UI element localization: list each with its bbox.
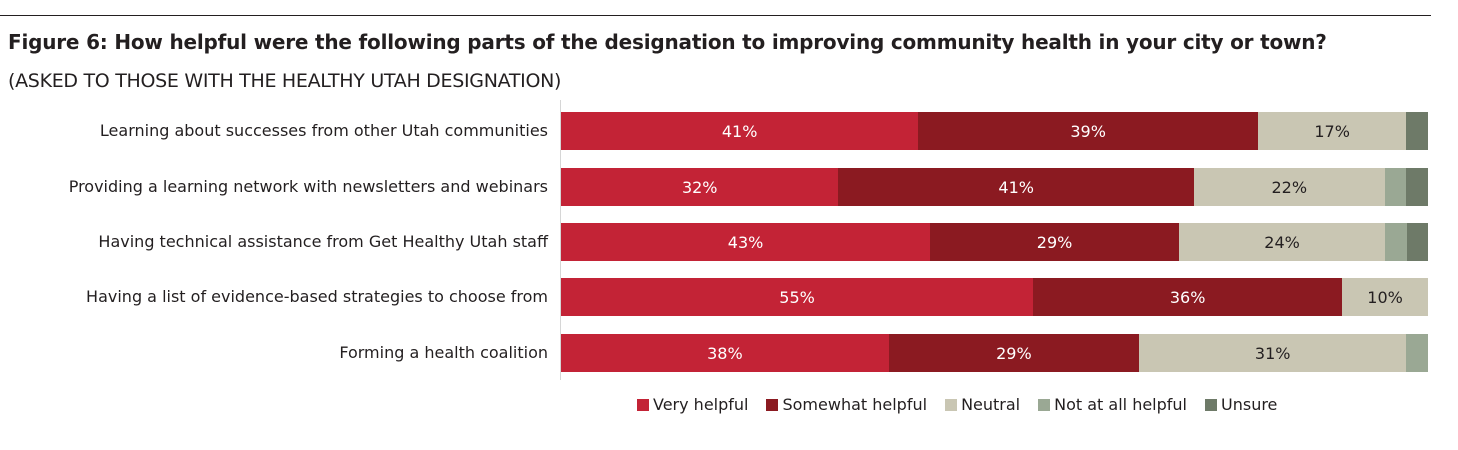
top-rule — [0, 15, 1431, 16]
bar-segment-very_helpful: 43% — [561, 223, 930, 261]
data-label: 38% — [707, 344, 743, 363]
bar-row: 32% 41% 22% — [561, 168, 1428, 206]
legend-item-not_at_all_helpful: Not at all helpful — [1038, 395, 1187, 414]
bar-segment-unsure — [1406, 112, 1428, 150]
bar-segment-neutral: 31% — [1139, 334, 1406, 372]
bar-segment-somewhat_helpful: 36% — [1033, 278, 1342, 316]
data-label: 31% — [1255, 344, 1291, 363]
category-label: Providing a learning network with newsle… — [69, 177, 548, 197]
bar-segment-unsure — [1407, 223, 1428, 261]
data-label: 17% — [1314, 122, 1350, 141]
bar-segment-unsure — [1406, 168, 1428, 206]
data-label: 22% — [1271, 178, 1307, 197]
data-label: 24% — [1264, 233, 1300, 252]
data-label: 29% — [1037, 233, 1073, 252]
data-label: 41% — [722, 122, 758, 141]
legend-swatch — [1038, 399, 1050, 411]
bar-row: 38% 29% 31% — [561, 334, 1428, 372]
legend-label: Unsure — [1221, 395, 1277, 414]
category-label: Learning about successes from other Utah… — [100, 121, 548, 141]
bar-segment-very_helpful: 32% — [561, 168, 838, 206]
bar-row: 55% 36% 10% — [561, 278, 1428, 316]
data-label: 29% — [996, 344, 1032, 363]
bar-segment-somewhat_helpful: 29% — [889, 334, 1139, 372]
bar-segment-somewhat_helpful: 41% — [838, 168, 1193, 206]
bar-row: 43% 29% 24% — [561, 223, 1428, 261]
data-label: 36% — [1170, 288, 1206, 307]
chart-legend: Very helpful Somewhat helpful Neutral Not a… — [637, 395, 1277, 414]
bar-segment-neutral: 22% — [1194, 168, 1385, 206]
category-label: Forming a health coalition — [339, 343, 548, 363]
category-label: Having a list of evidence-based strategi… — [86, 287, 548, 307]
legend-swatch — [766, 399, 778, 411]
legend-label: Very helpful — [653, 395, 748, 414]
legend-label: Somewhat helpful — [782, 395, 927, 414]
bar-segment-very_helpful: 38% — [561, 334, 889, 372]
bar-segment-neutral: 10% — [1342, 278, 1428, 316]
bar-row: 41% 39% 17% — [561, 112, 1428, 150]
category-label: Having technical assistance from Get Hea… — [98, 232, 548, 252]
bar-segment-very_helpful: 55% — [561, 278, 1033, 316]
chart-title: Figure 6: How helpful were the following… — [8, 30, 1327, 54]
bar-segment-not_at_all_helpful — [1406, 334, 1428, 372]
data-label: 39% — [1070, 122, 1106, 141]
legend-label: Neutral — [961, 395, 1020, 414]
legend-swatch — [637, 399, 649, 411]
chart-subtitle: (ASKED TO THOSE WITH THE HEALTHY UTAH DE… — [8, 70, 561, 92]
legend-swatch — [945, 399, 957, 411]
bar-segment-neutral: 24% — [1179, 223, 1385, 261]
bar-segment-not_at_all_helpful — [1385, 168, 1407, 206]
bar-segment-somewhat_helpful: 29% — [930, 223, 1179, 261]
legend-label: Not at all helpful — [1054, 395, 1187, 414]
legend-item-very_helpful: Very helpful — [637, 395, 748, 414]
data-label: 10% — [1367, 288, 1403, 307]
bar-segment-very_helpful: 41% — [561, 112, 918, 150]
bar-segment-neutral: 17% — [1258, 112, 1406, 150]
data-label: 32% — [682, 178, 718, 197]
legend-item-somewhat_helpful: Somewhat helpful — [766, 395, 927, 414]
bar-segment-somewhat_helpful: 39% — [918, 112, 1258, 150]
data-label: 43% — [728, 233, 764, 252]
data-label: 41% — [998, 178, 1034, 197]
legend-swatch — [1205, 399, 1217, 411]
bar-segment-not_at_all_helpful — [1385, 223, 1406, 261]
data-label: 55% — [779, 288, 815, 307]
legend-item-neutral: Neutral — [945, 395, 1020, 414]
legend-item-unsure: Unsure — [1205, 395, 1277, 414]
